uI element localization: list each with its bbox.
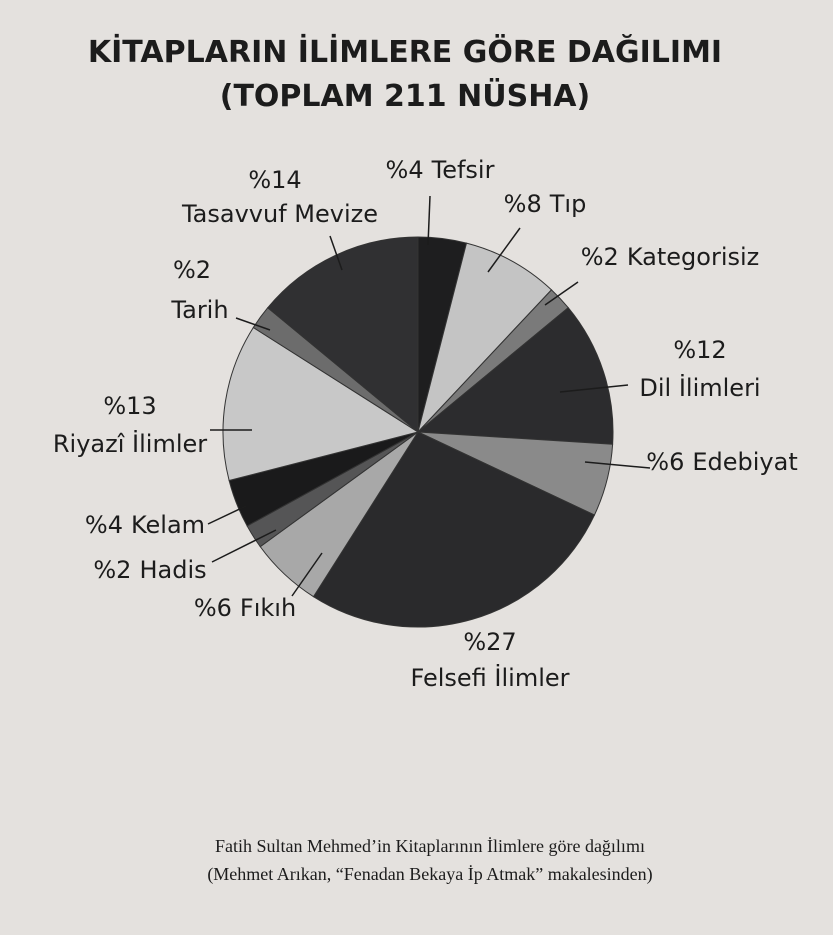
- slice-percent: %14: [248, 166, 301, 194]
- slice-percent: %8: [504, 190, 542, 218]
- slice-label: %6 Fıkıh: [194, 594, 296, 622]
- slice-name: Hadis: [139, 556, 206, 584]
- slice-percent: %4: [85, 511, 123, 539]
- chart: KİTAPLARIN İLİMLERE GÖRE DAĞILIMI (TOPLA…: [0, 0, 833, 935]
- slice-name: Fıkıh: [240, 594, 296, 622]
- slice-label: %4 Kelam: [85, 511, 205, 539]
- slice-percent: %27: [463, 628, 516, 656]
- slice-name: Kategorisiz: [627, 243, 759, 271]
- slice-percent: %12: [673, 336, 726, 364]
- slice-percent: %13: [103, 392, 156, 420]
- slice-percent: %2: [173, 256, 211, 284]
- slice-name: Tasavvuf Mevize: [181, 200, 378, 228]
- slice-percent: %2: [93, 556, 131, 584]
- slice-percent: %2: [581, 243, 619, 271]
- slice-label: %2 Hadis: [93, 556, 206, 584]
- slice-name: Felsefi İlimler: [410, 663, 569, 692]
- caption: (Mehmet Arıkan, “Fenadan Bekaya İp Atmak…: [207, 864, 652, 885]
- slice-label: %6 Edebiyat: [646, 448, 797, 476]
- slice-name: Tıp: [549, 190, 587, 218]
- slice-name: Riyazî İlimler: [53, 429, 207, 458]
- slice-label: %2 Kategorisiz: [581, 243, 760, 271]
- slice-percent: %4: [386, 156, 424, 184]
- slice-name: Tefsir: [431, 156, 495, 184]
- chart-title: KİTAPLARIN İLİMLERE GÖRE DAĞILIMI: [88, 33, 722, 70]
- slice-name: Tarih: [170, 296, 228, 324]
- caption: Fatih Sultan Mehmed’in Kitaplarının İlim…: [215, 836, 645, 856]
- chart-subtitle: (TOPLAM 211 NÜSHA): [220, 77, 590, 114]
- slice-percent: %6: [194, 594, 232, 622]
- slice-percent: %6: [646, 448, 684, 476]
- slice-name: Edebiyat: [692, 448, 797, 476]
- slice-name: Dil İlimleri: [639, 373, 760, 402]
- slice-name: Kelam: [131, 511, 205, 539]
